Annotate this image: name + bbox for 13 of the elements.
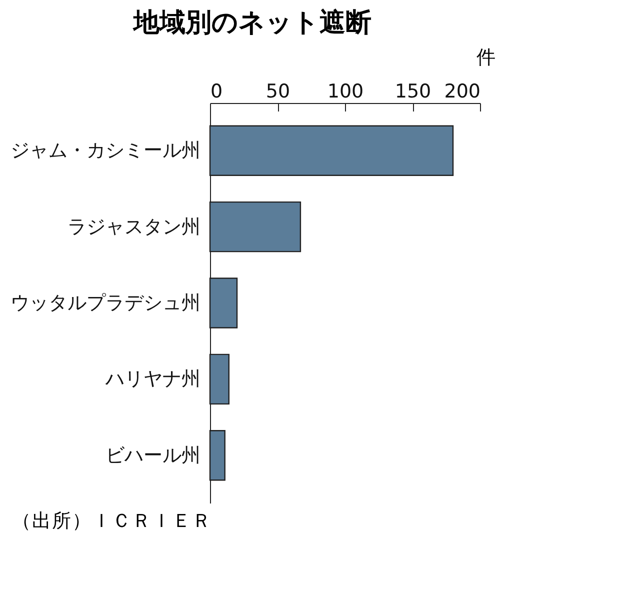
x-tick-label: 0 — [210, 80, 223, 102]
y-tick-label: ラジャスタン州 — [68, 216, 200, 238]
x-tick-label: 200 — [444, 80, 480, 102]
y-tick-label: ハリヤナ州 — [104, 368, 200, 390]
chart-title: 地域別のネット遮断 — [132, 8, 372, 38]
y-tick-label: ウッタルプラデシュ州 — [10, 292, 200, 314]
text: （出所）ＩＣＲＩＥＲ — [12, 509, 213, 534]
y-tick-label: ジャム・カシミール州 — [10, 140, 200, 162]
x-tick-label: 100 — [327, 80, 364, 102]
x-axis-title: 件 — [476, 48, 496, 68]
x-tick-label: 50 — [266, 80, 290, 102]
y-tick-label: ビハール州 — [106, 444, 200, 466]
x-tick-label: 150 — [394, 80, 432, 102]
